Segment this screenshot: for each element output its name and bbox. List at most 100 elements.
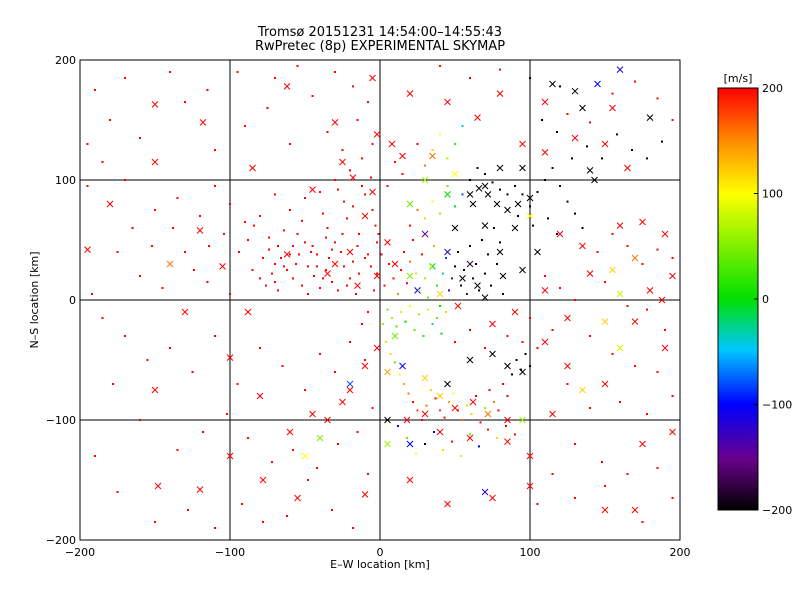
- data-point-dot: [370, 265, 372, 268]
- data-point-dot: [334, 71, 336, 73]
- data-point-dot: [421, 419, 423, 421]
- data-point-dot: [484, 173, 486, 175]
- data-point-x: [444, 191, 451, 198]
- data-point-dot: [382, 323, 384, 325]
- data-point-dot: [319, 353, 321, 355]
- data-point-dot: [460, 284, 462, 287]
- data-point-dot: [478, 445, 480, 448]
- data-point-dot: [529, 205, 531, 208]
- data-point-dot: [352, 205, 354, 208]
- colorbar-ticks: 200 100 0 −100 −200: [754, 82, 792, 517]
- data-point-x: [421, 374, 429, 382]
- data-point-dot: [352, 260, 354, 263]
- plot-frame: [79, 59, 681, 541]
- data-point-x: [391, 260, 399, 268]
- data-point-x: [384, 440, 391, 448]
- data-point-dot: [340, 251, 342, 253]
- data-point-x: [496, 164, 504, 172]
- data-point-x: [406, 272, 414, 280]
- data-point-x: [504, 362, 511, 370]
- data-point-dot: [193, 269, 195, 271]
- data-point-x: [601, 506, 609, 514]
- data-point-x: [631, 254, 639, 262]
- data-point-dot: [416, 409, 419, 412]
- data-point-x: [504, 438, 511, 445]
- data-point-dot: [364, 257, 366, 259]
- data-point-dot: [367, 473, 369, 475]
- data-point-dot: [262, 521, 264, 523]
- data-point-x: [226, 354, 234, 361]
- data-point-x: [489, 350, 496, 358]
- data-point-x: [354, 282, 361, 289]
- data-point-dot: [646, 308, 648, 311]
- data-point-x: [579, 242, 586, 250]
- data-point-dot: [460, 455, 462, 457]
- data-point-dot: [176, 197, 179, 199]
- data-point-x: [309, 410, 316, 418]
- data-point-dot: [439, 409, 441, 412]
- data-point-dot: [611, 353, 614, 355]
- y-tick-label: −100: [46, 414, 76, 427]
- data-point-dot: [380, 253, 383, 256]
- data-point-x: [384, 368, 391, 376]
- data-point-x: [373, 344, 381, 352]
- data-point-x: [406, 440, 414, 448]
- data-point-dot: [265, 284, 267, 287]
- data-point-dot: [139, 419, 141, 421]
- data-point-dot: [604, 281, 606, 283]
- data-point-dot: [536, 191, 539, 193]
- data-point-dot: [316, 253, 318, 256]
- data-point-dot: [589, 121, 591, 124]
- data-point-dot: [343, 200, 345, 203]
- data-point-dot: [656, 97, 659, 100]
- data-point-dot: [289, 209, 291, 211]
- data-point-x: [481, 222, 489, 229]
- colorbar: [m/s] 200 100 0 −100 −200: [717, 72, 792, 517]
- data-point-dot: [601, 157, 603, 160]
- data-point-dot: [236, 71, 239, 73]
- data-point-dot: [406, 437, 408, 439]
- data-point-x: [384, 416, 391, 424]
- data-point-dot: [596, 251, 599, 253]
- data-point-x: [541, 98, 549, 106]
- data-point-x: [429, 152, 436, 160]
- colorbar-tick-label: 100: [762, 188, 783, 201]
- data-point-x: [196, 486, 204, 493]
- data-point-x: [601, 318, 609, 325]
- data-point-x: [669, 428, 676, 436]
- data-point-x: [444, 500, 451, 508]
- data-point-x: [316, 434, 324, 442]
- data-point-dot: [541, 119, 543, 121]
- data-point-x: [484, 191, 492, 198]
- data-point-dot: [589, 407, 591, 409]
- data-point-x: [369, 74, 376, 82]
- data-point-dot: [355, 293, 357, 295]
- data-point-dot: [334, 241, 336, 244]
- data-point-x: [616, 66, 624, 73]
- data-point-dot: [478, 289, 480, 292]
- data-point-dot: [283, 229, 285, 232]
- data-point-dot: [184, 101, 186, 103]
- data-point-dot: [661, 140, 663, 143]
- data-point-dot: [326, 227, 329, 229]
- data-point-dot: [611, 233, 614, 235]
- data-point-dot: [506, 335, 509, 337]
- data-point-dot: [476, 167, 479, 169]
- data-point-dot: [328, 257, 330, 259]
- data-point-dot: [341, 149, 344, 151]
- data-point-dot: [268, 248, 270, 251]
- data-point-dot: [400, 311, 402, 313]
- data-point-dot: [404, 320, 407, 323]
- data-point-dot: [403, 251, 405, 253]
- data-point-dot: [536, 347, 539, 349]
- data-point-dot: [497, 409, 500, 412]
- data-point-dot: [398, 373, 401, 376]
- data-point-dot: [454, 205, 456, 208]
- data-point-dot: [199, 215, 201, 217]
- data-point-dot: [601, 461, 603, 463]
- data-point-x: [244, 308, 252, 316]
- data-point-x: [658, 296, 666, 304]
- data-point-dot: [202, 431, 204, 433]
- data-point-x: [151, 386, 159, 394]
- data-point-dot: [349, 341, 351, 343]
